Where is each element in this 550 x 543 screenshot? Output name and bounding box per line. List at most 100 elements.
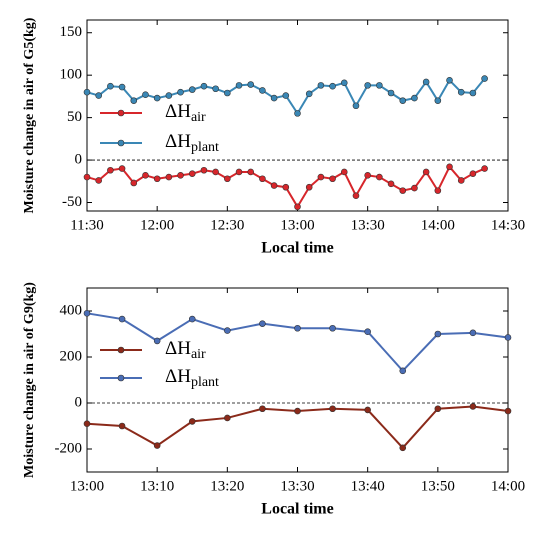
point bbox=[83, 88, 91, 96]
point bbox=[387, 89, 395, 97]
y-tick-label: 400 bbox=[60, 302, 83, 318]
point bbox=[130, 97, 138, 104]
point bbox=[352, 102, 360, 110]
point bbox=[434, 97, 442, 104]
point bbox=[364, 82, 371, 89]
point bbox=[422, 78, 430, 86]
point bbox=[317, 173, 325, 181]
point bbox=[200, 166, 208, 174]
x-tick-label: 12:00 bbox=[140, 217, 174, 233]
point bbox=[130, 179, 138, 187]
point bbox=[305, 183, 313, 191]
point bbox=[235, 82, 243, 89]
point bbox=[376, 82, 383, 89]
legend-label: ΔHplant bbox=[165, 366, 219, 390]
point bbox=[177, 172, 184, 179]
point bbox=[364, 406, 371, 414]
point bbox=[457, 88, 465, 96]
point bbox=[188, 170, 196, 177]
point bbox=[457, 177, 465, 184]
x-tick-label: 13:40 bbox=[351, 478, 385, 494]
point bbox=[165, 92, 173, 99]
point bbox=[212, 85, 219, 93]
point bbox=[340, 168, 348, 176]
point bbox=[153, 94, 161, 102]
point bbox=[411, 184, 418, 192]
legend-swatch bbox=[117, 139, 125, 147]
point bbox=[376, 173, 383, 181]
point bbox=[95, 92, 102, 99]
point bbox=[481, 75, 488, 82]
plot-frame bbox=[86, 287, 509, 473]
point bbox=[259, 320, 266, 327]
point bbox=[83, 173, 91, 181]
point bbox=[504, 407, 512, 415]
x-tick-label: 11:30 bbox=[70, 217, 104, 233]
point bbox=[270, 94, 278, 102]
x-axis-label: Local time bbox=[261, 501, 333, 518]
y-axis-label: Moisture change in air of G5(kg) bbox=[22, 17, 37, 213]
x-tick-label: 13:50 bbox=[421, 478, 455, 494]
point bbox=[329, 175, 336, 183]
point bbox=[177, 88, 184, 96]
legend-label: ΔHair bbox=[165, 101, 206, 125]
point bbox=[188, 418, 196, 425]
point bbox=[446, 76, 453, 84]
point bbox=[118, 83, 126, 91]
point bbox=[329, 405, 336, 413]
point bbox=[224, 89, 231, 97]
point bbox=[83, 420, 91, 428]
point bbox=[107, 166, 114, 174]
y-tick-label: 150 bbox=[60, 24, 83, 40]
point bbox=[399, 444, 407, 452]
point bbox=[434, 330, 442, 338]
x-tick-label: 13:00 bbox=[280, 217, 314, 233]
point bbox=[469, 403, 477, 410]
point bbox=[282, 183, 290, 191]
y-tick-label: 200 bbox=[60, 348, 83, 364]
point bbox=[294, 110, 301, 117]
point bbox=[469, 170, 477, 177]
point bbox=[247, 81, 255, 88]
point bbox=[446, 163, 453, 171]
x-tick-label: 14:00 bbox=[491, 478, 525, 494]
legend-swatch bbox=[117, 346, 125, 354]
point bbox=[235, 168, 243, 176]
point bbox=[107, 82, 114, 90]
point bbox=[165, 173, 173, 181]
point bbox=[469, 329, 477, 337]
point bbox=[481, 165, 488, 172]
x-tick-label: 13:30 bbox=[280, 478, 314, 494]
point bbox=[340, 79, 348, 87]
point bbox=[83, 309, 91, 317]
point bbox=[247, 168, 255, 176]
point bbox=[352, 192, 360, 200]
point bbox=[411, 94, 418, 102]
point bbox=[224, 414, 231, 422]
point bbox=[224, 175, 231, 183]
point bbox=[200, 82, 208, 90]
point bbox=[142, 91, 149, 99]
y-tick-label: -50 bbox=[62, 194, 82, 210]
point bbox=[270, 182, 278, 189]
legend-label: ΔHplant bbox=[165, 131, 219, 155]
y-axis-label: Moisture change in air of G9(kg) bbox=[22, 282, 37, 478]
y-tick-label: 0 bbox=[75, 152, 83, 168]
point bbox=[188, 86, 196, 93]
point bbox=[387, 180, 395, 188]
point bbox=[329, 82, 336, 90]
legend-label: ΔHair bbox=[165, 338, 206, 362]
point bbox=[305, 90, 313, 98]
point bbox=[399, 367, 407, 375]
x-axis-label: Local time bbox=[261, 240, 333, 257]
point bbox=[364, 172, 371, 179]
x-tick-label: 12:30 bbox=[210, 217, 244, 233]
point bbox=[153, 337, 161, 345]
point bbox=[224, 327, 231, 334]
x-tick-label: 13:20 bbox=[210, 478, 244, 494]
legend-swatch bbox=[117, 109, 125, 117]
point bbox=[434, 187, 442, 194]
point bbox=[434, 405, 442, 413]
point bbox=[294, 324, 301, 332]
x-tick-label: 13:00 bbox=[70, 478, 104, 494]
